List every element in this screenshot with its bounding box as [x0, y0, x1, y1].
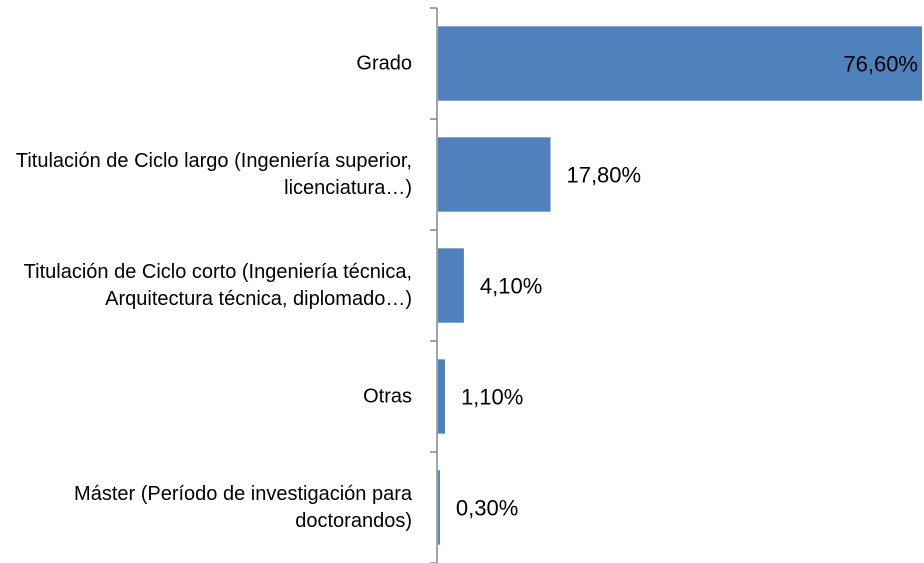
bar [438, 470, 440, 545]
data-label: 4,10% [480, 273, 542, 298]
data-label: 17,80% [566, 162, 641, 187]
data-label: 1,10% [461, 384, 523, 409]
bar [438, 26, 922, 101]
category-label: Titulación de Ciclo largo (Ingeniería su… [15, 149, 412, 199]
category-label: Otras [363, 385, 412, 407]
bar [438, 359, 445, 434]
bar [438, 137, 551, 212]
category-label: Titulación de Ciclo corto (Ingeniería té… [23, 260, 412, 310]
data-label: 0,30% [456, 495, 518, 520]
category-label: Máster (Período de investigación para do… [74, 482, 412, 532]
category-label: Grado [356, 52, 412, 74]
data-label: 76,60% [843, 51, 918, 76]
bar [438, 248, 464, 323]
